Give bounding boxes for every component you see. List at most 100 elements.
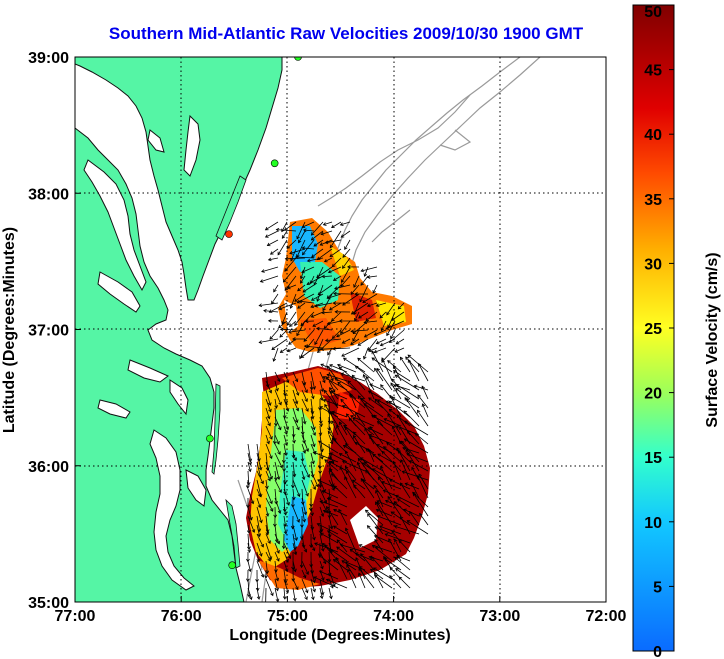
velocity-arrow (292, 443, 294, 458)
velocity-arrow (274, 452, 283, 468)
velocity-arrowhead (300, 501, 305, 506)
velocity-arrowhead (417, 394, 421, 399)
velocity-arrow (381, 481, 402, 490)
velocity-arrow (283, 515, 286, 527)
velocity-arrowhead (343, 424, 347, 429)
velocity-arrowhead (296, 235, 300, 240)
velocity-arrowhead (319, 397, 324, 401)
velocity-arrow (265, 524, 269, 535)
velocity-arrowhead (322, 307, 326, 312)
velocity-arrowhead (267, 477, 271, 482)
velocity-arrowhead (395, 388, 400, 392)
velocity-arrow (310, 542, 315, 551)
velocity-arrow (324, 544, 348, 562)
velocity-arrow (342, 460, 366, 472)
velocity-arrow (405, 356, 420, 373)
velocity-arrow (294, 293, 306, 302)
lon-tick-label: 72:00 (586, 608, 627, 625)
velocity-arrow (357, 357, 375, 373)
velocity-arrow (406, 453, 429, 463)
velocity-arrowhead (390, 335, 394, 340)
velocity-arrow (314, 302, 333, 307)
velocity-arrow (375, 490, 384, 508)
velocity-arrowhead (375, 340, 380, 345)
velocity-arrow (311, 311, 324, 318)
velocity-arrow (333, 275, 342, 281)
velocity-arrowhead (332, 559, 337, 563)
velocity-arrowhead (320, 363, 325, 368)
velocity-arrow (337, 364, 357, 373)
velocity-arrowhead (301, 246, 306, 250)
velocity-arrow (292, 398, 299, 411)
velocity-arrow (382, 451, 402, 472)
velocity-arrowhead (360, 268, 365, 273)
velocity-arrowhead (356, 461, 361, 466)
y-axis-label: Latitude (Degrees:Minutes) (1, 227, 18, 433)
radar-station-marker (294, 57, 302, 61)
velocity-arrow (351, 302, 369, 315)
velocity-arrowhead (357, 457, 362, 462)
velocity-arrowhead (270, 592, 274, 597)
velocity-arrowhead (344, 466, 349, 470)
velocity-arrowhead (314, 341, 318, 346)
velocity-arrowhead (416, 475, 421, 479)
velocity-arrowhead (308, 507, 313, 512)
velocity-arrow (419, 513, 429, 526)
velocity-arrow (341, 560, 357, 571)
velocity-arrow (292, 479, 300, 497)
velocity-arrowhead (315, 483, 319, 488)
velocity-arrowhead (367, 390, 372, 394)
lon-tick-label: 75:00 (267, 608, 308, 625)
velocity-arrow (299, 347, 306, 359)
velocity-arrowhead (348, 417, 353, 422)
velocity-arrowhead (341, 340, 346, 344)
velocity-arrow (283, 569, 287, 583)
velocity-arrowhead (297, 305, 301, 309)
velocity-arrow (377, 515, 402, 526)
velocity-arrowhead (322, 376, 327, 380)
colorbar-tick-label: 20 (644, 386, 662, 403)
velocity-arrowhead (332, 346, 336, 351)
velocity-arrowhead (327, 559, 332, 563)
velocity-arrow (374, 535, 393, 544)
velocity-arrow (415, 433, 429, 445)
colorbar: 0 5 10 15 20 25 30 35 40 45 50 Surface Velocity (c… (632, 4, 721, 659)
velocity-arrow (422, 403, 429, 418)
velocity-arrow (310, 587, 314, 600)
velocity-arrow (310, 302, 324, 308)
velocity-arrow (259, 302, 279, 306)
velocity-arrowhead (279, 349, 284, 353)
velocity-arrowhead (287, 329, 292, 334)
velocity-arrowhead (317, 349, 321, 354)
velocity-arrowhead (317, 291, 322, 296)
velocity-arrow (265, 479, 268, 489)
velocity-arrowhead (275, 577, 280, 582)
colorbar-tick-label: 50 (644, 4, 662, 21)
velocity-arrowhead (358, 572, 362, 577)
velocity-arrow (278, 302, 297, 310)
lat-tick-label: 37:00 (28, 323, 69, 340)
velocity-arrowhead (266, 242, 271, 247)
velocity-arrow (324, 459, 339, 472)
velocity-arrowhead (391, 396, 396, 401)
velocity-arrow (411, 482, 420, 499)
velocity-arrowhead (359, 457, 364, 461)
velocity-arrowhead (261, 269, 265, 273)
velocity-arrowhead (384, 499, 389, 504)
velocity-arrow (292, 425, 295, 437)
velocity-arrow (292, 407, 298, 423)
velocity-arrowhead (305, 493, 309, 497)
velocity-arrowhead (316, 326, 320, 331)
velocity-arrowhead (321, 490, 326, 494)
velocity-arrowhead (372, 453, 376, 458)
velocity-arrow (376, 368, 393, 391)
velocity-arrow (320, 363, 339, 373)
velocity-arrowhead (404, 420, 408, 424)
velocity-arrow (394, 374, 420, 391)
velocity-arrowhead (294, 298, 298, 302)
velocity-arrow (400, 516, 411, 535)
velocity-arrow (317, 248, 333, 260)
velocity-arrow (310, 524, 315, 540)
velocity-arrowhead (388, 400, 393, 405)
velocity-arrowhead (358, 315, 362, 319)
